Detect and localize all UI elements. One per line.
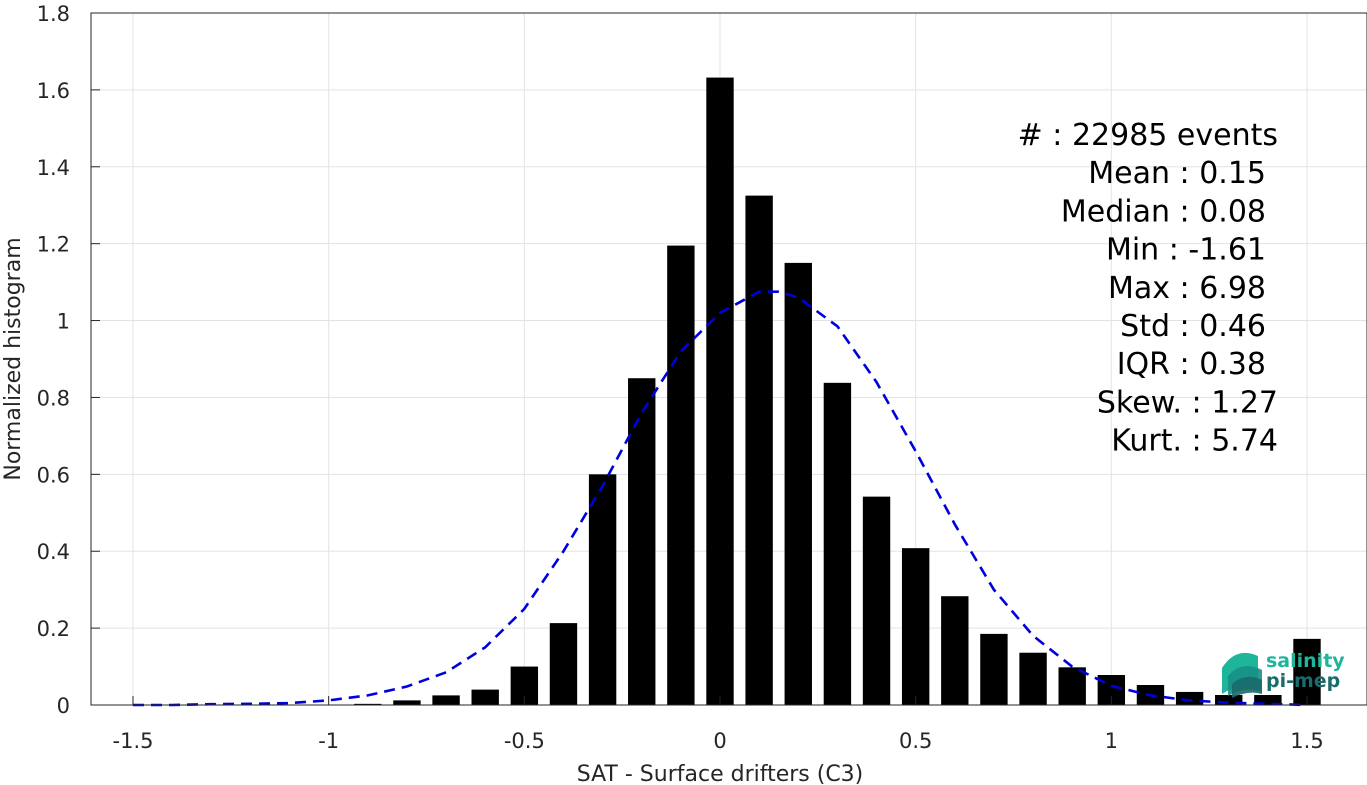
stat-line: Max : 6.98 [1108,271,1266,306]
histogram-bar [1254,695,1282,705]
y-tick-label: 1 [57,310,70,334]
x-tick-label: 1 [1105,729,1118,753]
y-tick-label: 0 [57,694,70,718]
x-axis-ticks: -1.5 -1 -0.5 0 0.5 1 1.5 [113,696,1324,753]
histogram-bar [1293,638,1321,705]
histogram-bar [745,195,773,705]
histogram-bar [667,245,695,706]
y-tick-label: 1.2 [37,233,70,257]
stat-line: Median : 0.08 [1061,194,1266,229]
histogram-bar [862,496,891,705]
y-tick-label: 0.4 [37,540,70,564]
logo-text-line2: pi-mep [1266,670,1340,692]
histogram-bar [1175,691,1204,705]
wave-logo-icon [1222,652,1262,698]
stat-line: Std : 0.46 [1120,309,1266,344]
histogram-bar [706,77,734,705]
y-tick-label: 1.4 [37,156,70,180]
x-tick-label: -1.5 [113,729,154,753]
stat-line: IQR : 0.38 [1117,347,1266,382]
stat-line: Min : -1.61 [1106,233,1266,268]
x-tick-label: 0 [713,729,726,753]
x-tick-label: 0.5 [899,729,932,753]
y-axis-label: Normalized histogram [1,237,26,480]
histogram-bar [980,633,1008,705]
salinity-logo: salinity pi-mep [1222,650,1345,698]
x-tick-label: 1.5 [1290,729,1323,753]
fit-curve [133,290,1308,707]
y-axis-ticks: 0 0.2 0.4 0.6 0.8 1 1.2 1.4 1.6 1.8 [37,2,100,718]
y-tick-label: 0.2 [37,617,70,641]
logo-text-line1: salinity [1266,650,1345,672]
histogram-bar [354,703,382,705]
histogram-bar [1058,667,1086,705]
y-tick-label: 1.6 [37,79,70,103]
x-tick-label: -1 [318,729,339,753]
histogram-bar [628,378,656,705]
histogram-bar [823,382,852,705]
x-axis-label: SAT - Surface drifters (C3) [577,762,864,785]
histogram-bars [354,77,1321,706]
stat-line: Mean : 0.15 [1088,156,1266,191]
histogram-bar [784,262,812,705]
stat-line: Skew. : 1.27 [1097,385,1278,420]
plot-frame [90,12,1367,706]
y-tick-label: 1.8 [37,2,70,26]
histogram-bar [941,596,969,705]
stat-line: # : 22985 events [1018,118,1278,153]
stat-line: Kurt. : 5.74 [1111,424,1278,459]
histogram-bar [1215,695,1243,705]
histogram-bar [549,623,578,705]
x-tick-label: -0.5 [504,729,545,753]
histogram-bar [1019,652,1047,705]
y-tick-label: 0.6 [37,463,70,487]
histogram-bar [901,548,930,705]
histogram-bar [588,474,617,705]
y-tick-label: 0.8 [37,386,70,410]
histogram-bar [471,689,499,705]
histogram-bar [432,695,460,705]
histogram-bar [393,700,421,705]
